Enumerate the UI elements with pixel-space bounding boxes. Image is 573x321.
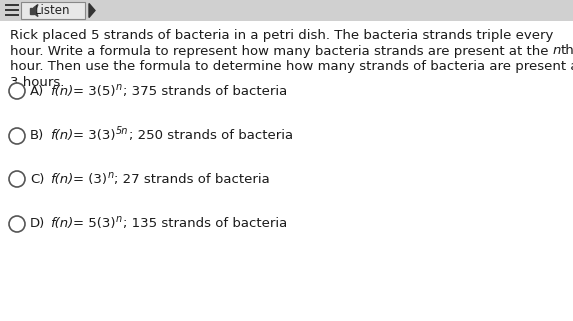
Text: ; 375 strands of bacteria: ; 375 strands of bacteria — [123, 84, 287, 98]
Text: hour. Write a formula to represent how many bacteria strands are present at the: hour. Write a formula to represent how m… — [10, 45, 553, 57]
Text: f(n): f(n) — [50, 129, 73, 143]
Text: = 3(5): = 3(5) — [73, 84, 116, 98]
Text: n: n — [116, 82, 122, 91]
Text: ; 135 strands of bacteria: ; 135 strands of bacteria — [123, 218, 287, 230]
Circle shape — [9, 171, 25, 187]
Text: f(n): f(n) — [50, 84, 73, 98]
Circle shape — [9, 216, 25, 232]
Text: A): A) — [30, 84, 44, 98]
Text: n: n — [116, 214, 122, 224]
Text: Rick placed 5 strands of bacteria in a petri dish. The bacteria strands triple e: Rick placed 5 strands of bacteria in a p… — [10, 29, 554, 42]
Text: th: th — [561, 45, 573, 57]
Text: hour. Then use the formula to determine how many strands of bacteria are present: hour. Then use the formula to determine … — [10, 60, 573, 73]
Circle shape — [9, 83, 25, 99]
FancyBboxPatch shape — [0, 0, 573, 21]
Text: Listen: Listen — [36, 4, 70, 17]
Polygon shape — [89, 4, 95, 18]
Text: B): B) — [30, 129, 44, 143]
Text: 5n: 5n — [116, 126, 128, 136]
Text: 3 hours.: 3 hours. — [10, 75, 64, 89]
Polygon shape — [30, 7, 34, 13]
Polygon shape — [34, 7, 38, 16]
Polygon shape — [34, 4, 38, 13]
Text: C): C) — [30, 172, 44, 186]
Text: = 5(3): = 5(3) — [73, 218, 116, 230]
FancyBboxPatch shape — [21, 2, 85, 19]
Text: n: n — [553, 45, 561, 57]
Text: D): D) — [30, 218, 45, 230]
Text: ; 250 strands of bacteria: ; 250 strands of bacteria — [129, 129, 293, 143]
Text: n: n — [107, 169, 113, 179]
Text: ; 27 strands of bacteria: ; 27 strands of bacteria — [115, 172, 270, 186]
Text: = 3(3): = 3(3) — [73, 129, 116, 143]
FancyBboxPatch shape — [0, 21, 573, 321]
Text: = (3): = (3) — [73, 172, 107, 186]
Text: f(n): f(n) — [50, 172, 73, 186]
Circle shape — [9, 128, 25, 144]
Text: f(n): f(n) — [50, 218, 73, 230]
